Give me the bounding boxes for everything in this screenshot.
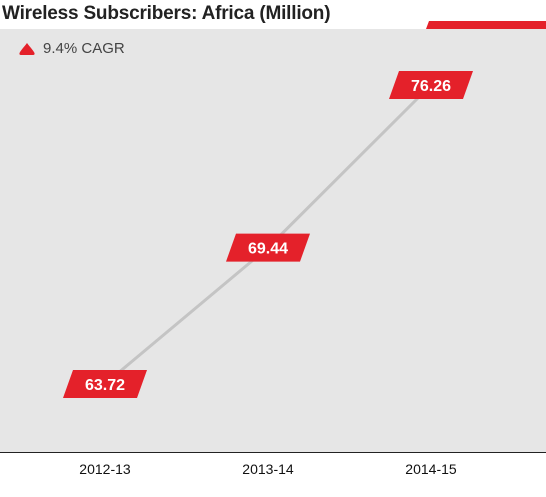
cagr-indicator: 9.4% CAGR [18,40,125,57]
x-tick-label: 2013-14 [242,461,294,477]
data-label-2012-13: 63.72 [63,370,147,398]
data-label-text: 76.26 [411,78,451,95]
data-label-badge [226,233,310,262]
data-label-2013-14: 69.44 [226,233,310,262]
x-tick-label: 2012-13 [79,461,131,477]
data-label-badge [63,370,147,398]
chart-title: Wireless Subscribers: Africa (Million) [2,3,331,24]
data-label-2014-15: 76.26 [389,71,473,99]
cagr-label: 9.4% CAGR [43,40,125,57]
data-label-badge [389,71,473,99]
x-tick-label: 2014-15 [405,461,457,477]
data-label-text: 69.44 [248,241,288,258]
triangle-up-icon [19,42,35,55]
x-axis-baseline [0,452,546,453]
data-label-text: 63.72 [85,377,125,394]
corner-accent [426,21,546,29]
